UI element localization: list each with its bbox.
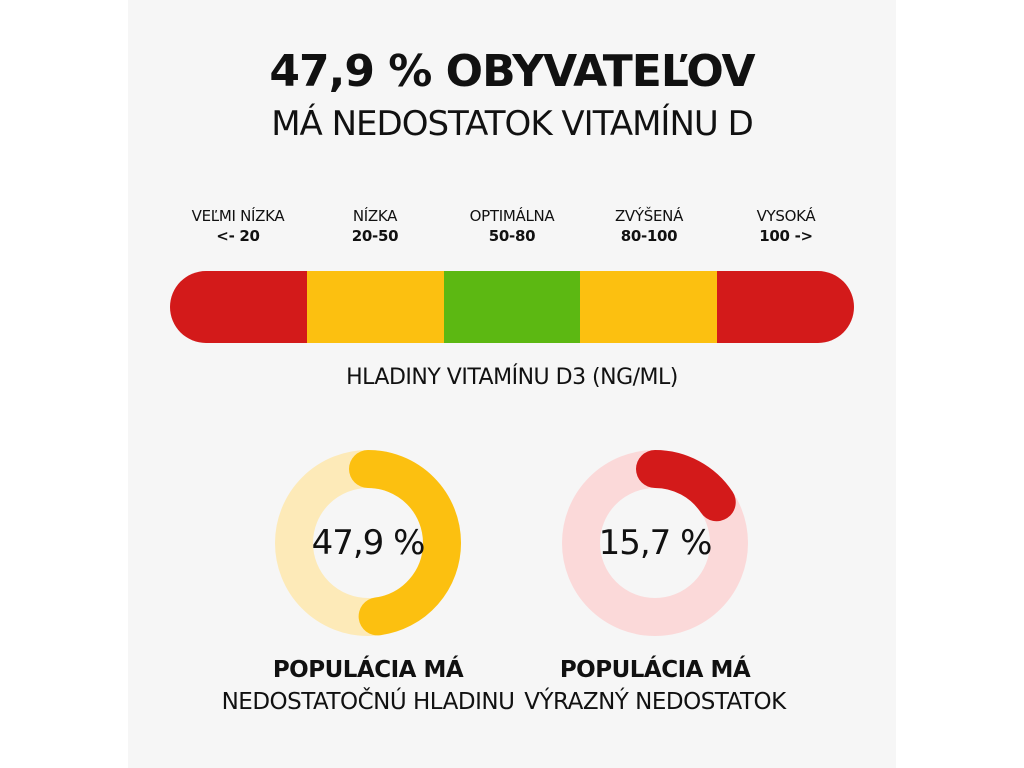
donut-arc <box>275 450 461 636</box>
level-bar-segment <box>306 271 444 343</box>
level-label-very-low: VEĽMI NÍZKA <- 20 <box>170 206 306 246</box>
level-scale-labels: VEĽMI NÍZKA <- 20 NÍZKA 20-50 OPTIMÁLNA … <box>170 206 854 256</box>
level-label-high: VYSOKÁ 100 -> <box>718 206 854 246</box>
level-name: VYSOKÁ <box>756 207 816 225</box>
donut-caption-insufficient: POPULÁCIA MÁ NEDOSTATOČNÚ HLADINU <box>208 654 528 718</box>
caption-lead: POPULÁCIA MÁ <box>559 657 751 683</box>
infographic-panel: 47,9 % OBYVATEĽOV MÁ NEDOSTATOK VITAMÍNU… <box>128 0 896 768</box>
level-range: 20-50 <box>351 227 399 245</box>
donut-value-label: 47,9 % <box>311 523 426 563</box>
caption-lead: POPULÁCIA MÁ <box>272 657 464 683</box>
level-label-low: NÍZKA 20-50 <box>307 206 443 246</box>
page-title: 47,9 % OBYVATEĽOV <box>269 46 755 97</box>
level-label-optimal: OPTIMÁLNA 50-80 <box>444 206 580 246</box>
level-name: OPTIMÁLNA <box>469 207 555 225</box>
level-range: 80-100 <box>620 227 678 245</box>
vitamin-d-level-bar <box>170 271 854 343</box>
caption-tail: VÝRAZNÝ NEDOSTATOK <box>524 689 786 715</box>
level-bar-axis-label: HLADINY VITAMÍNU D3 (NG/ML) <box>346 365 678 390</box>
level-name: VEĽMI NÍZKA <box>191 207 285 225</box>
level-range: 50-80 <box>488 227 536 245</box>
level-bar-segment <box>170 271 307 343</box>
caption-tail: NEDOSTATOČNÚ HLADINU <box>221 689 515 715</box>
donut-chart-insufficient: 47,9 % <box>273 448 463 638</box>
level-bar-segment <box>443 271 581 343</box>
donut-caption-severe: POPULÁCIA MÁ VÝRAZNÝ NEDOSTATOK <box>495 654 815 718</box>
page-subtitle: MÁ NEDOSTATOK VITAMÍNU D <box>271 104 754 144</box>
level-label-elevated: ZVÝŠENÁ 80-100 <box>581 206 717 246</box>
donut-arc <box>562 450 748 636</box>
level-bar-segment <box>717 271 854 343</box>
level-bar-segment <box>580 271 718 343</box>
level-name: NÍZKA <box>352 207 398 225</box>
donut-chart-severe: 15,7 % <box>560 448 750 638</box>
level-range: <- 20 <box>216 227 260 245</box>
level-range: 100 -> <box>759 227 813 245</box>
donut-svg <box>562 450 748 636</box>
level-name: ZVÝŠENÁ <box>614 207 684 225</box>
donut-svg <box>275 450 461 636</box>
donut-value-label: 15,7 % <box>598 523 713 563</box>
